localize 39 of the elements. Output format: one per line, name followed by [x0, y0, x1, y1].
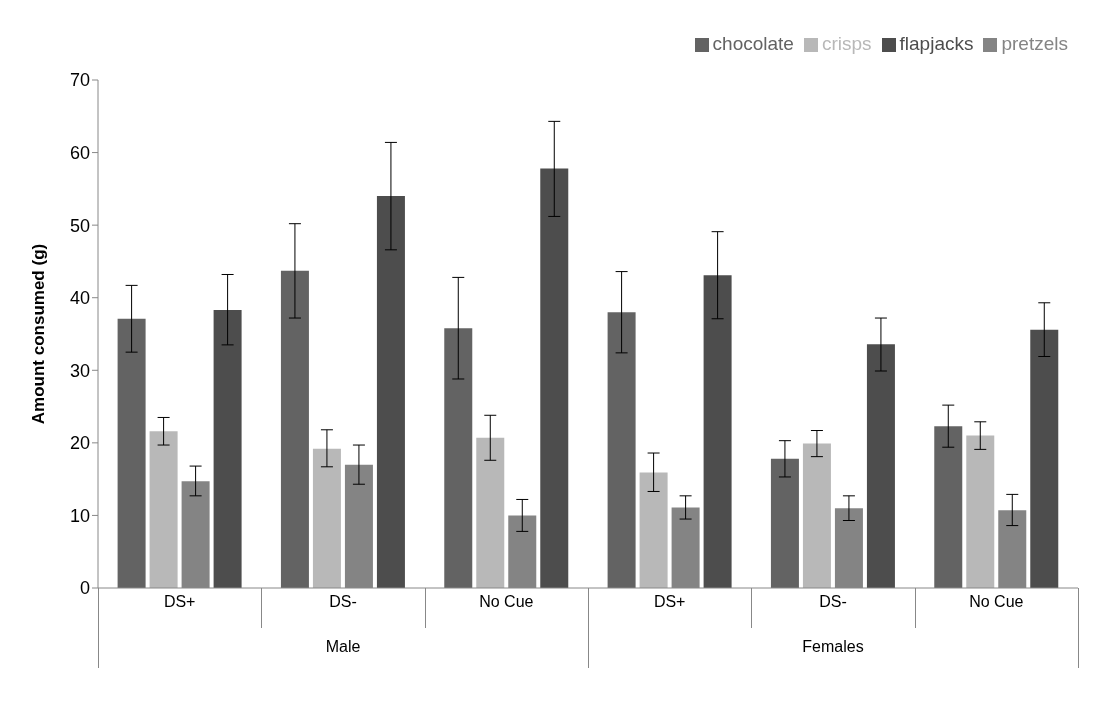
legend-label: pretzels	[1001, 33, 1068, 54]
bar	[934, 426, 963, 588]
bar	[444, 328, 473, 588]
bar	[476, 437, 505, 588]
x-tick-label: No Cue	[479, 593, 534, 611]
bar	[866, 344, 895, 588]
y-tick-label: 20	[69, 433, 90, 454]
bar	[1030, 329, 1059, 588]
bar	[280, 270, 309, 588]
x-tick-label: DS-	[329, 593, 357, 611]
y-tick-label: 0	[79, 578, 90, 599]
bar	[966, 435, 995, 588]
legend-label: crisps	[821, 33, 872, 54]
y-tick-label: 60	[69, 142, 90, 163]
bar	[117, 318, 146, 588]
x-tick-label: DS-	[819, 593, 847, 611]
text: Male	[324, 638, 362, 656]
bar	[376, 196, 405, 588]
bar	[149, 431, 178, 588]
bar	[802, 443, 831, 588]
legend-label: flapjacks	[899, 33, 974, 54]
bar	[312, 448, 341, 588]
bar	[703, 275, 732, 588]
y-tick-label: 50	[69, 215, 90, 236]
bar	[540, 168, 569, 588]
y-axis-title: Amount consumed (g)	[29, 243, 49, 425]
y-tick-label: 70	[69, 70, 90, 91]
text: Females	[801, 638, 865, 656]
bar	[639, 472, 668, 588]
x-tick-label: DS+	[163, 593, 196, 611]
bar	[607, 312, 636, 588]
bar	[770, 458, 799, 588]
y-tick-label: 40	[69, 288, 90, 309]
x-tick-label: DS+	[653, 593, 686, 611]
bar	[213, 310, 242, 588]
x-tick-label: No Cue	[969, 593, 1024, 611]
y-tick-label: 30	[69, 360, 90, 381]
y-tick-label: 10	[69, 505, 90, 526]
legend-label: chocolate	[712, 33, 794, 54]
